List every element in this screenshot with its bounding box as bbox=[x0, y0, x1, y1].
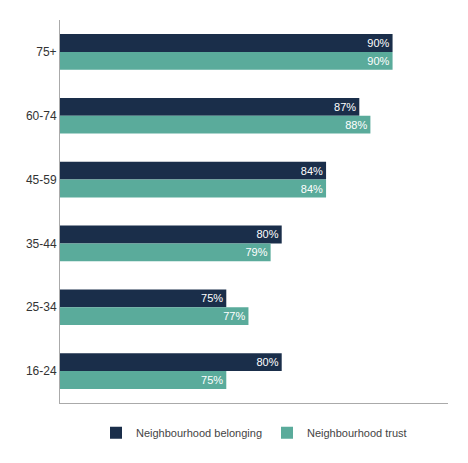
svg-text:79%: 79% bbox=[245, 246, 267, 258]
svg-text:Neighbourhood belonging: Neighbourhood belonging bbox=[136, 427, 262, 439]
svg-text:60-74: 60-74 bbox=[26, 109, 57, 123]
svg-text:80%: 80% bbox=[256, 356, 278, 368]
svg-text:75%: 75% bbox=[201, 374, 223, 386]
svg-text:45-59: 45-59 bbox=[26, 173, 57, 187]
svg-text:88%: 88% bbox=[345, 119, 367, 131]
svg-text:80%: 80% bbox=[256, 228, 278, 240]
svg-text:25-34: 25-34 bbox=[26, 300, 57, 314]
svg-text:Neighbourhood trust: Neighbourhood trust bbox=[307, 427, 407, 439]
svg-text:84%: 84% bbox=[301, 165, 323, 177]
svg-text:90%: 90% bbox=[367, 37, 389, 49]
svg-text:16-24: 16-24 bbox=[26, 364, 57, 378]
svg-text:77%: 77% bbox=[223, 310, 245, 322]
svg-text:35-44: 35-44 bbox=[26, 237, 57, 251]
svg-text:90%: 90% bbox=[367, 55, 389, 67]
svg-text:75+: 75+ bbox=[36, 45, 56, 59]
svg-text:84%: 84% bbox=[301, 183, 323, 195]
svg-text:75%: 75% bbox=[201, 292, 223, 304]
svg-text:87%: 87% bbox=[334, 101, 356, 113]
